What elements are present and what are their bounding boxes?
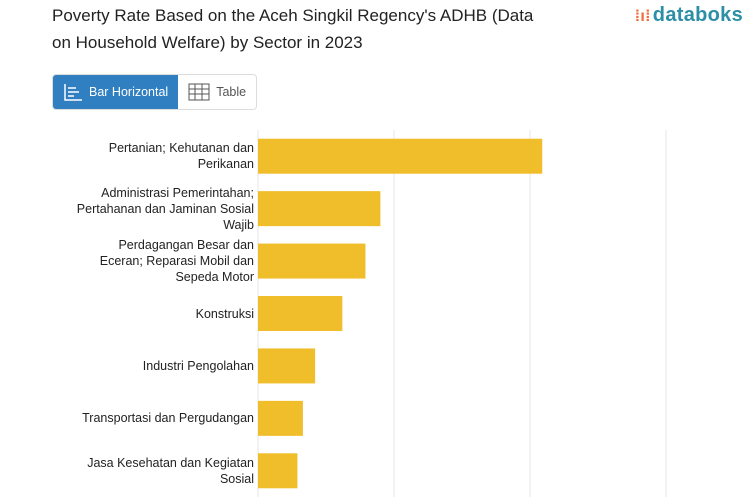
y-tick-label: Jasa Kesehatan dan Kegiatan Sosial: [87, 455, 254, 486]
y-tick-label: Administrasi Pemerintahan; Pertahanan da…: [76, 185, 254, 232]
bar: [258, 191, 381, 227]
view-tabs: Bar Horizontal Table: [52, 74, 258, 110]
bar: [258, 243, 366, 279]
bar: [258, 296, 343, 331]
table-icon: [188, 83, 210, 101]
y-tick-label: Industri Pengolahan: [142, 358, 254, 373]
chart-title: Poverty Rate Based on the Aceh Singkil R…: [52, 6, 534, 52]
y-tick-label: Pertanian; Kehutanan dan Perikanan: [108, 141, 254, 172]
y-tick-label: Perdagangan Besar dan Eceran; Reparasi M…: [99, 238, 254, 285]
bar: [258, 400, 303, 436]
bar: [258, 348, 316, 384]
logo-icon: ⁞ı⁞: [634, 8, 651, 25]
logo: ⁞ı⁞ databoks: [635, 4, 743, 27]
y-tick-label: Konstruksi: [195, 306, 254, 321]
bar-icon: [64, 84, 82, 101]
bar: [258, 138, 543, 174]
tab-bar[interactable]: Bar Horizontal: [53, 75, 179, 109]
tab-label: Table: [216, 85, 247, 99]
tab-label: Bar Horizontal: [89, 85, 169, 99]
tab-table[interactable]: Table: [178, 75, 256, 109]
y-tick-label: Transportasi dan Pergudangan: [82, 411, 254, 426]
logo-text: databoks: [652, 4, 743, 26]
bar: [258, 453, 298, 489]
